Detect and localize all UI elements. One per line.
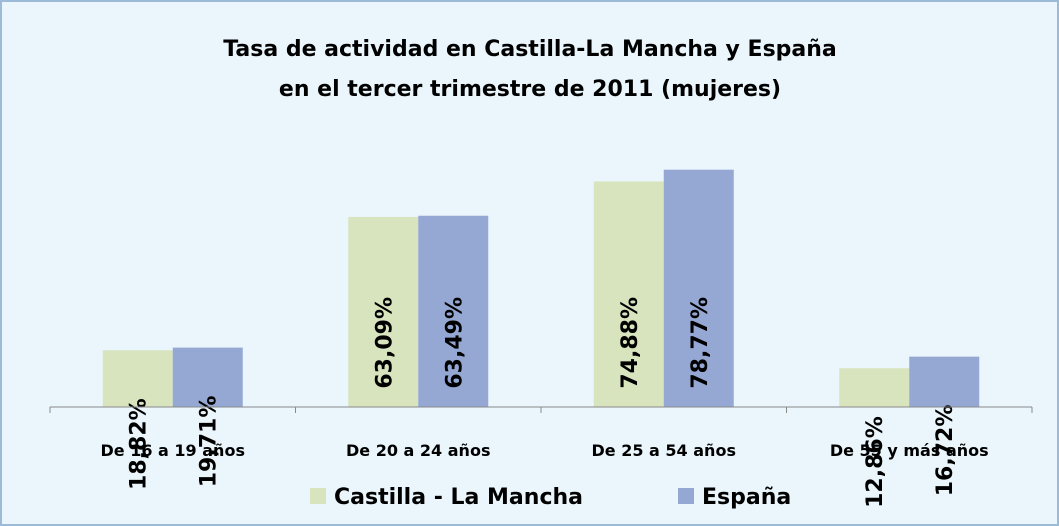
bar — [663, 169, 734, 407]
x-tick-label: De 55 y más años — [830, 441, 989, 460]
bar — [102, 350, 173, 407]
data-label: 12,86% — [863, 416, 888, 508]
x-tick-label: De 16 a 19 años — [101, 441, 245, 460]
data-label: 63,49% — [442, 297, 467, 389]
legend-swatch — [678, 488, 694, 504]
data-label: 63,09% — [372, 297, 397, 389]
bar — [172, 347, 243, 407]
bar — [909, 356, 980, 407]
data-label: 78,77% — [688, 297, 713, 389]
bar — [418, 215, 489, 407]
data-label: 74,88% — [618, 297, 643, 389]
data-label: 18,82% — [127, 398, 152, 490]
legend-label: Castilla - La Mancha — [334, 485, 583, 510]
chart-title: Tasa de actividad en Castilla-La Mancha … — [223, 37, 837, 62]
bar — [839, 368, 910, 407]
data-label: 19,71% — [197, 396, 222, 488]
bar — [348, 216, 419, 407]
x-tick-label: De 20 a 24 años — [346, 441, 490, 460]
legend-swatch — [310, 488, 326, 504]
legend-label: España — [702, 485, 791, 510]
chart-title: en el tercer trimestre de 2011 (mujeres) — [279, 77, 781, 102]
x-tick-label: De 25 a 54 años — [592, 441, 736, 460]
bar — [593, 181, 664, 407]
data-label: 16,72% — [933, 405, 958, 497]
